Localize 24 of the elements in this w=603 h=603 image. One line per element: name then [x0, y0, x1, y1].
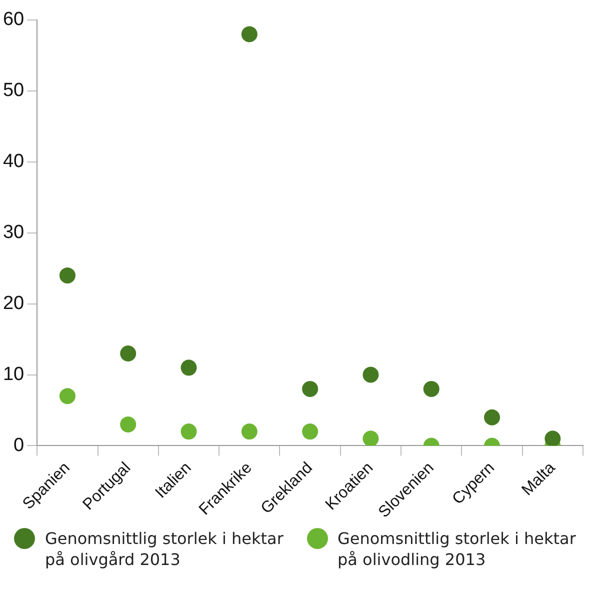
point: [362, 366, 379, 383]
point: [423, 380, 440, 397]
point: [59, 267, 76, 284]
point: [180, 360, 197, 376]
y-tick-label: 10: [2, 364, 24, 386]
y-tick-label: 50: [2, 80, 24, 102]
point: [302, 424, 318, 440]
point: [362, 430, 379, 446]
point: [180, 424, 197, 440]
y-tick-label: 30: [2, 222, 24, 244]
point: [241, 424, 258, 440]
point: [59, 388, 76, 404]
y-tick-label: 60: [2, 9, 24, 30]
y-tick-label: 20: [2, 293, 24, 314]
point: [120, 345, 136, 362]
y-tick-label: 40: [2, 151, 24, 172]
y-tick-label: 0: [14, 434, 24, 456]
legend-label: Genomsnittlig storlek i hektar på olivodling 2013: [338, 528, 577, 570]
point: [484, 409, 500, 426]
point: [302, 380, 318, 397]
legend-label: Genomsnittlig storlek i hektar på olivgård 2013: [45, 528, 284, 570]
point: [544, 430, 561, 446]
point: [241, 26, 258, 42]
point: [120, 416, 136, 432]
